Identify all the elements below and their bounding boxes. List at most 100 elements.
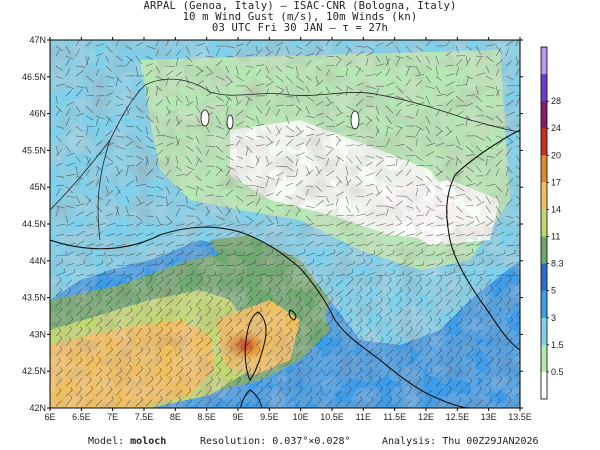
wind-barb <box>215 165 224 172</box>
wind-barb-feather <box>508 275 512 279</box>
wind-barb-feather <box>80 306 83 310</box>
wind-barb-feather <box>498 347 501 351</box>
wind-barb <box>355 175 363 183</box>
wind-barb <box>135 391 142 397</box>
wind-barb <box>55 83 65 87</box>
wind-barb <box>195 330 202 337</box>
wind-barb <box>465 195 472 201</box>
wind-barb <box>505 178 514 187</box>
wind-barb-feather <box>348 377 352 381</box>
wind-barb <box>55 279 62 287</box>
wind-barb <box>315 234 326 237</box>
wind-barb-feather <box>349 386 352 390</box>
wind-barb <box>165 95 171 105</box>
wind-barb <box>105 163 113 167</box>
wind-barb <box>55 300 62 307</box>
wind-barb <box>445 159 451 167</box>
wind-barb <box>315 274 323 277</box>
wind-barb <box>285 165 294 172</box>
wind-barb <box>395 262 406 267</box>
wind-barb <box>495 47 502 57</box>
wind-barb <box>155 86 159 97</box>
wind-barb-feather <box>340 296 343 300</box>
wind-barb <box>315 359 322 367</box>
wind-barb-feather <box>508 396 512 400</box>
wind-barb <box>55 290 62 297</box>
wind-barb-feather <box>128 376 131 380</box>
wind-barb <box>235 298 243 307</box>
wind-barb <box>125 279 132 287</box>
wind-barb <box>265 279 273 287</box>
wind-barb <box>485 135 492 142</box>
wind-barb-feather <box>349 316 352 321</box>
wind-barb <box>135 161 143 167</box>
wind-barb <box>455 170 464 177</box>
wind-barb-feather <box>310 387 313 391</box>
wind-barb-feather <box>159 356 163 360</box>
wind-barb <box>215 350 222 357</box>
wind-barb <box>515 255 520 257</box>
wind-barb <box>105 117 111 127</box>
wind-barb <box>435 104 444 107</box>
wind-barb-feather <box>159 375 163 379</box>
wind-barb <box>425 390 432 397</box>
wind-barb-feather <box>219 275 223 280</box>
wind-barb <box>115 370 122 377</box>
wind-barb <box>265 290 272 297</box>
wind-barb-feather <box>111 396 114 400</box>
wind-barb <box>105 379 111 387</box>
wind-barb <box>375 125 380 134</box>
wind-barb-feather <box>440 376 443 380</box>
wind-barb <box>235 139 241 147</box>
wind-barb <box>255 208 262 217</box>
wind-barb <box>185 370 192 377</box>
wind-barb <box>305 369 312 377</box>
wind-barb <box>155 299 163 307</box>
wind-barb <box>365 212 374 217</box>
wind-barb <box>495 340 501 347</box>
wind-barb <box>105 309 113 317</box>
wind-barb-feather <box>451 356 454 360</box>
wind-barb <box>435 205 446 207</box>
wind-barb <box>285 195 293 200</box>
wind-barb-feather <box>189 367 192 371</box>
wind-barb <box>275 150 283 157</box>
wind-barb <box>315 199 324 207</box>
wind-barb <box>295 243 304 247</box>
wind-barb <box>415 400 422 407</box>
wind-barb <box>295 318 303 327</box>
wind-barb <box>325 274 334 277</box>
wind-barb <box>475 195 481 202</box>
wind-barb-feather <box>129 364 132 368</box>
wind-barb <box>55 360 61 367</box>
wind-barb-feather <box>199 315 203 319</box>
wind-barb <box>445 329 452 337</box>
wind-barb <box>465 57 471 67</box>
wind-barb <box>465 232 475 237</box>
wind-barb <box>365 144 374 147</box>
wind-barb <box>55 187 61 197</box>
footer-model-value: moloch <box>130 436 167 447</box>
wind-barb-feather <box>120 336 124 340</box>
wind-barb <box>515 97 520 107</box>
wind-barb <box>55 109 61 117</box>
wind-barb <box>255 64 265 67</box>
wind-barb <box>425 254 434 257</box>
wind-barb <box>205 105 215 110</box>
wind-barb <box>165 261 174 267</box>
wind-barb-feather <box>221 248 224 253</box>
wind-barb <box>335 85 342 91</box>
wind-barb <box>75 165 79 176</box>
wind-barb <box>495 274 505 277</box>
wind-barb <box>315 242 324 247</box>
wind-barb <box>245 390 252 397</box>
wind-barb-feather <box>221 386 224 390</box>
colorbar-label: 0.5 <box>551 367 564 377</box>
wind-barb <box>455 158 458 167</box>
wind-barb <box>385 115 392 125</box>
wind-barb <box>485 105 494 108</box>
wind-barb-feather <box>178 277 181 281</box>
wind-barb-feather <box>289 327 292 332</box>
wind-barb <box>275 85 285 91</box>
wind-barb <box>225 207 232 217</box>
